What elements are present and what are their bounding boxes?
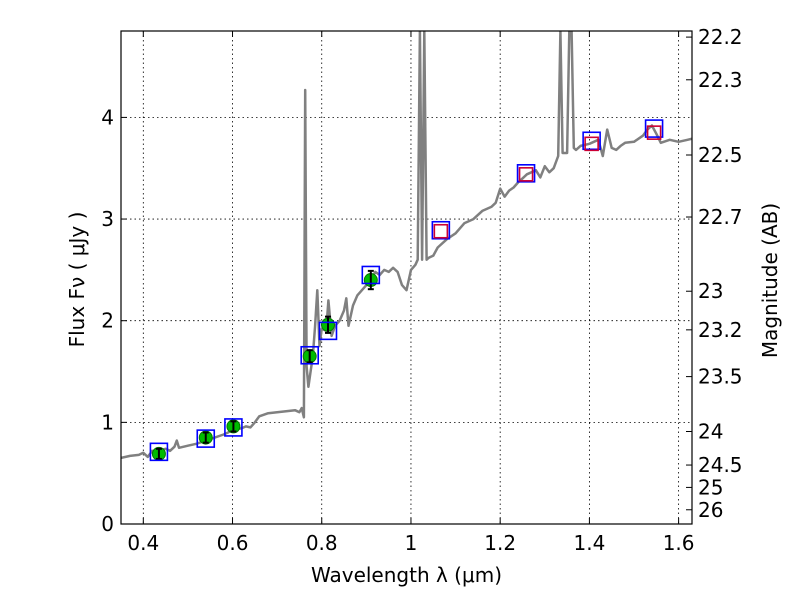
- y-axis-label: Flux Fν ( μJy ): [65, 212, 89, 348]
- model-flux-square: [224, 418, 243, 437]
- model-flux-square: [196, 429, 216, 448]
- grid-layer: [121, 31, 692, 524]
- right-tick-label: 22.7: [698, 205, 743, 229]
- model-flux-square: [644, 119, 664, 138]
- model-flux-square: [318, 321, 338, 341]
- model-flux-square: [431, 220, 451, 240]
- y-tick-label: 2: [101, 309, 114, 333]
- x-tick-label: 0.4: [127, 531, 159, 555]
- plot-layer: [121, 31, 692, 462]
- spectrum-line: [121, 31, 692, 460]
- predicted-flux-square: [518, 167, 534, 182]
- y-tick-label: 3: [101, 207, 114, 231]
- tick-layer: 0.4 0.6 0.8 1 1.2 1.4 1.60123422.222.322.522.7…: [101, 25, 742, 555]
- y-tick-label: 0: [101, 512, 114, 536]
- right-tick-label: 24: [698, 419, 723, 443]
- x-tick-label: 1.4: [573, 531, 605, 555]
- predicted-flux-square: [646, 125, 662, 140]
- y-tick-label: 4: [101, 105, 114, 129]
- right-tick-label: 23.5: [698, 365, 743, 389]
- model-flux-square: [361, 265, 381, 285]
- right-tick-label: 26: [698, 498, 723, 522]
- x-tick-label: 1.6: [663, 531, 695, 555]
- x-axis-label: Wavelength λ (μm): [311, 563, 502, 587]
- right-tick-label: 22.2: [698, 25, 743, 49]
- x-tick-label: 0.8: [306, 531, 338, 555]
- predicted-flux-square: [584, 136, 599, 152]
- x-tick-label: 0.6: [217, 531, 249, 555]
- model-flux-square: [300, 345, 319, 365]
- right-tick-label: 22.5: [698, 143, 743, 167]
- y-tick-label: 1: [101, 410, 114, 434]
- model-flux-square: [516, 164, 536, 183]
- right-tick-label: 22.3: [698, 68, 743, 92]
- x-tick-label: 1: [405, 531, 418, 555]
- model-flux-square: [149, 442, 169, 462]
- y-axis-label-right: Magnitude (AB): [758, 203, 782, 358]
- predicted-flux-square: [433, 223, 449, 239]
- model-flux-square: [582, 131, 601, 151]
- right-tick-label: 24.5: [698, 453, 743, 477]
- x-tick-label: 1.2: [484, 531, 516, 555]
- right-tick-label: 23.2: [698, 318, 743, 342]
- right-tick-label: 23: [698, 279, 723, 303]
- right-tick-label: 25: [698, 475, 723, 499]
- plot-frame: [120, 30, 693, 525]
